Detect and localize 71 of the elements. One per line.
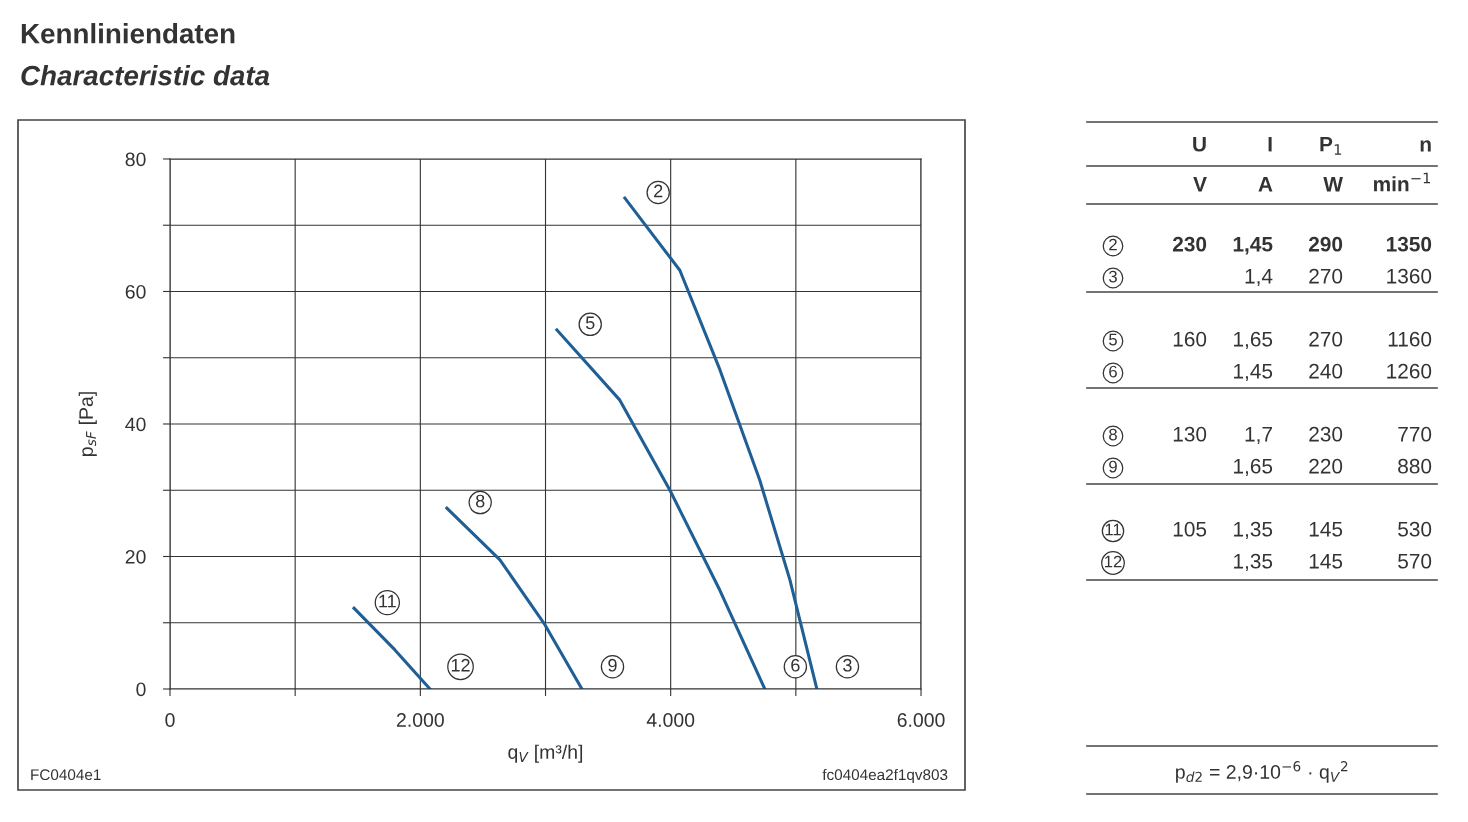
text: min$^{−1}$: [1374, 172, 1431, 192]
annotation: 2: [654, 184, 663, 198]
text: 570: [1398, 553, 1432, 569]
text: 1,45: [1233, 237, 1273, 255]
text: 880: [1398, 458, 1432, 474]
y-tick-label: 80: [125, 152, 146, 167]
y-axis-title: p$_{sF}$ [Pa]: [78, 392, 97, 456]
text: 1350: [1386, 236, 1432, 252]
text: I: [1268, 137, 1272, 152]
text: 160: [1173, 331, 1207, 347]
text: 240: [1309, 363, 1343, 379]
text: 290: [1308, 236, 1343, 252]
text: P$_{1}$: [1320, 137, 1342, 155]
text: 5: [1109, 333, 1117, 346]
text: 1160: [1388, 331, 1432, 347]
text: 130: [1173, 426, 1207, 442]
text: U: [1193, 137, 1206, 152]
text: 1360: [1387, 268, 1432, 284]
y-tick-label: 0: [136, 682, 146, 697]
x-axis-title: q$_{V}$ [m³/h]: [508, 744, 583, 763]
text: 1,35: [1234, 521, 1273, 540]
text: fc0404ea2f1qv803: [822, 768, 948, 784]
chart-title: Kennliniendaten: [21, 23, 235, 44]
annotation: 6: [791, 658, 800, 672]
text: FC0404e1: [31, 769, 101, 781]
text: A: [1258, 177, 1273, 192]
text: 1,7: [1245, 427, 1272, 445]
text: 530: [1398, 521, 1432, 537]
text: 1,65: [1234, 458, 1273, 477]
annotation: 5: [585, 316, 595, 330]
text: 9: [1109, 460, 1117, 473]
text: 145: [1309, 554, 1343, 569]
y-tick-label: 20: [125, 549, 146, 564]
y-tick-label: 60: [125, 284, 146, 299]
text: 145: [1309, 522, 1343, 537]
text: n: [1420, 140, 1431, 152]
text: 1,65: [1234, 331, 1273, 350]
text: V: [1193, 177, 1207, 192]
chart-subtitle: Characteristic data: [21, 65, 270, 86]
y-tick-label: 40: [125, 417, 146, 432]
text: 1,45: [1234, 364, 1273, 382]
annotation: 8: [475, 494, 485, 508]
x-tick-label: 6.000: [897, 713, 945, 727]
text: 270: [1309, 268, 1343, 284]
text: 12: [1105, 555, 1122, 568]
x-tick-label: 0: [165, 713, 175, 727]
x-tick-label: 2.000: [396, 713, 444, 727]
text: 1,35: [1234, 553, 1273, 572]
text: p$_{d2}$ = 2,9·10$^{−6}$ · q$_{V}$$^{2}$: [1176, 761, 1348, 783]
annotation: 3: [843, 658, 852, 672]
text: 1,4: [1245, 269, 1273, 287]
x-tick-label: 4.000: [646, 713, 695, 727]
line-series: [445, 506, 584, 689]
text: 220: [1309, 458, 1343, 474]
text: W: [1323, 177, 1343, 192]
text: 770: [1398, 426, 1432, 442]
annotation: 9: [608, 658, 617, 672]
text: 230: [1172, 236, 1207, 252]
text: 2: [1109, 238, 1117, 251]
text: 230: [1309, 426, 1343, 442]
line-series: [555, 328, 767, 689]
text: 6: [1109, 365, 1117, 378]
text: 3: [1109, 270, 1117, 283]
text: 11: [1105, 523, 1121, 536]
annotation: 12: [451, 658, 470, 672]
text: 1260: [1387, 363, 1432, 379]
text: 8: [1109, 428, 1117, 441]
annotation: 11: [379, 594, 396, 608]
text: 270: [1309, 331, 1343, 347]
line-series: [623, 196, 819, 689]
text: 105: [1173, 521, 1207, 537]
